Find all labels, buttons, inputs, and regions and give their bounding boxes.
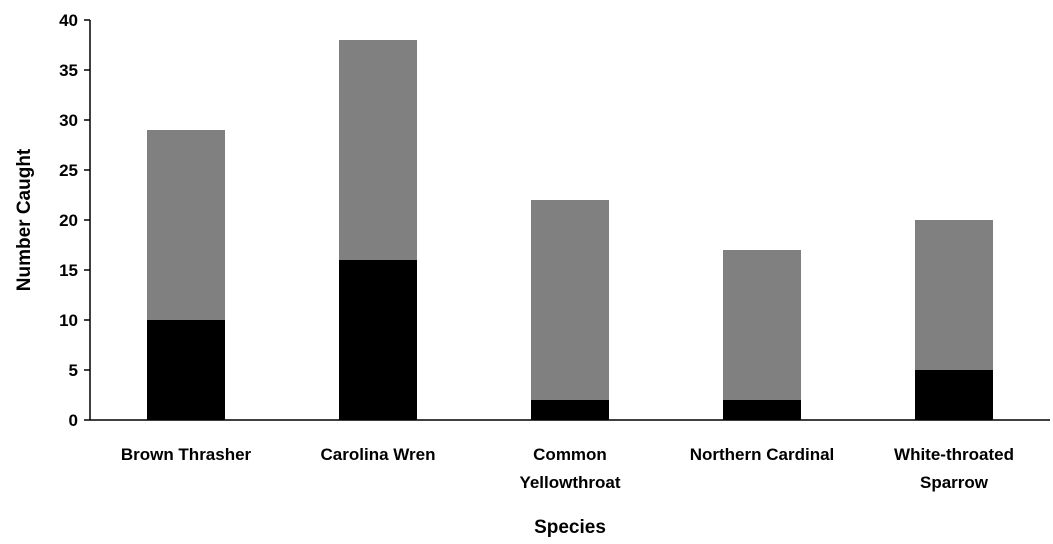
x-category-label: Common bbox=[533, 445, 607, 464]
bar-segment-series-1 bbox=[723, 400, 801, 420]
bar-segment-series-1 bbox=[915, 370, 993, 420]
x-category-label: Yellowthroat bbox=[519, 473, 620, 492]
x-category-label: Brown Thrasher bbox=[121, 445, 252, 464]
bar-segment-series-2 bbox=[339, 40, 417, 260]
bar-segment-series-2 bbox=[723, 250, 801, 400]
bar-segment-series-2 bbox=[915, 220, 993, 370]
x-category-label: White-throated bbox=[894, 445, 1014, 464]
y-tick-label: 35 bbox=[59, 61, 78, 80]
bar-segment-series-2 bbox=[147, 130, 225, 320]
y-tick-label: 20 bbox=[59, 211, 78, 230]
y-tick-label: 30 bbox=[59, 111, 78, 130]
x-category-label: Carolina Wren bbox=[321, 445, 436, 464]
x-category-label: Sparrow bbox=[920, 473, 989, 492]
y-tick-label: 5 bbox=[69, 361, 78, 380]
bar-segment-series-1 bbox=[339, 260, 417, 420]
y-tick-label: 0 bbox=[69, 411, 78, 430]
y-axis-title: Number Caught bbox=[14, 148, 35, 291]
bar-segment-series-1 bbox=[147, 320, 225, 420]
x-axis-title: Species bbox=[534, 517, 606, 538]
bar-segment-series-2 bbox=[531, 200, 609, 400]
y-tick-label: 15 bbox=[59, 261, 78, 280]
bars bbox=[147, 40, 993, 420]
y-tick-label: 10 bbox=[59, 311, 78, 330]
y-tick-label: 40 bbox=[59, 11, 78, 30]
x-axis-category-labels: Brown Thrasher Carolina Wren Common Yellowt… bbox=[121, 445, 1014, 492]
bar-segment-series-1 bbox=[531, 400, 609, 420]
y-tick-label: 25 bbox=[59, 161, 78, 180]
x-category-label: Northern Cardinal bbox=[690, 445, 835, 464]
y-axis-ticks: 0 5 10 15 20 25 30 35 40 bbox=[59, 11, 90, 430]
